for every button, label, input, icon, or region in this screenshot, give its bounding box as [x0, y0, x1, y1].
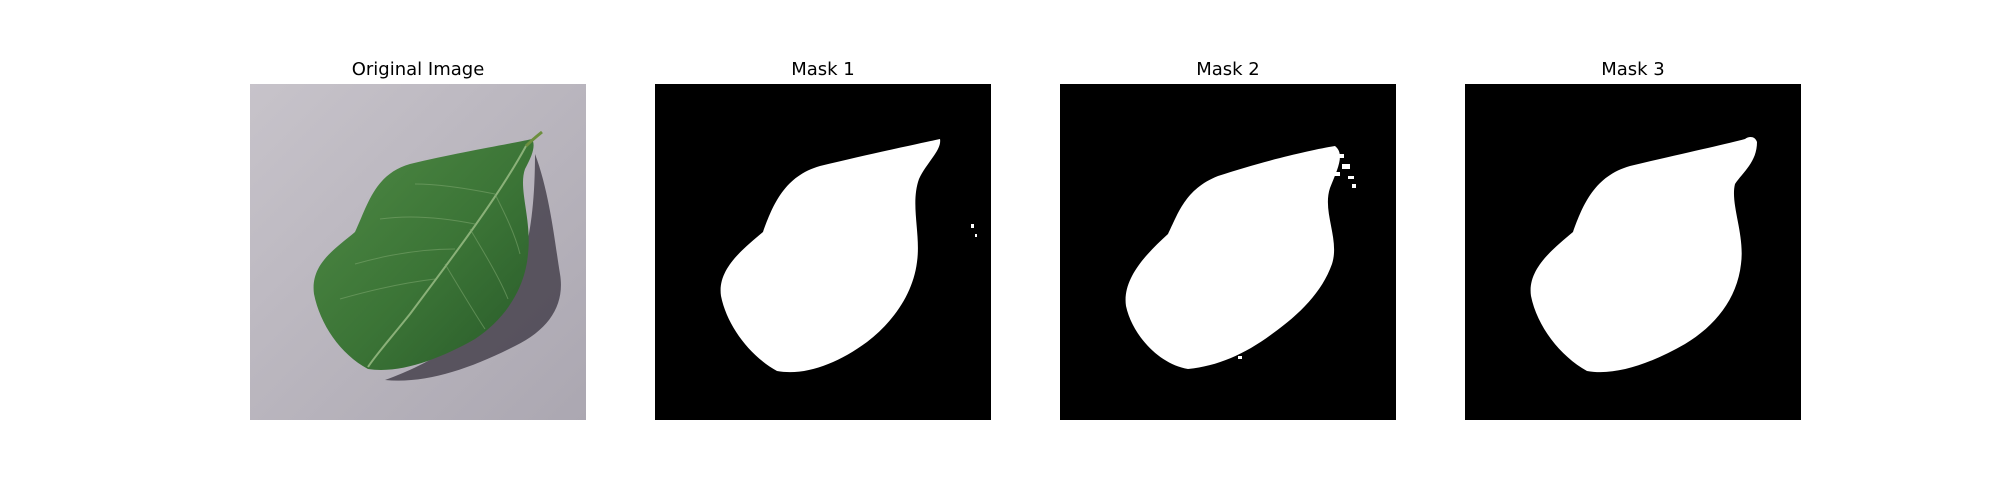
leaf-photo	[250, 84, 586, 420]
mask-1	[655, 84, 991, 420]
leaf-midrib	[367, 145, 527, 368]
panel-title-original: Original Image	[351, 59, 485, 80]
leaf	[313, 139, 534, 370]
panel-title-mask-3: Mask 3	[1601, 59, 1665, 80]
mask-foreground	[1530, 137, 1757, 373]
leaf-shadow	[385, 154, 561, 381]
mask-speck	[975, 234, 977, 237]
mask-2	[1060, 84, 1396, 420]
panel-title-mask-2: Mask 2	[1196, 59, 1260, 80]
mask-1-image	[655, 84, 991, 420]
leaf-veins	[339, 183, 521, 330]
panel-title-mask-1: Mask 1	[791, 59, 855, 80]
mask-foreground	[1125, 146, 1340, 369]
original-image	[250, 84, 586, 420]
mask-foreground	[720, 139, 941, 373]
mask-3-image	[1465, 84, 1801, 420]
mask-speckles	[1238, 154, 1356, 359]
mask-3	[1465, 84, 1801, 420]
mask-speck	[971, 224, 974, 228]
mask-2-image	[1060, 84, 1396, 420]
leaf-stem	[524, 130, 543, 148]
